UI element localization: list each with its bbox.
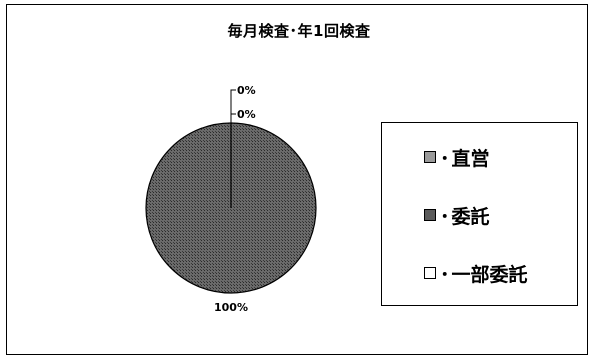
legend-item-partial: ･ 一部委託 (424, 261, 528, 286)
legend-separator: ･ (440, 263, 450, 286)
legend-swatch-outsourced (424, 209, 436, 221)
legend-separator: ･ (440, 205, 450, 228)
data-label-direct: 0% (237, 84, 256, 97)
legend-swatch-direct (424, 151, 436, 163)
legend-item-direct: ･ 直営 (424, 145, 490, 170)
legend-separator: ･ (440, 147, 450, 170)
legend: ･ 直営 ･ 委託 ･ 一部委託 (381, 122, 578, 306)
chart-title: 毎月検査･年1回検査 (227, 22, 371, 40)
leader-line-direct (230, 89, 236, 123)
legend-swatch-partial (424, 267, 436, 279)
legend-label-partial: 一部委託 (451, 263, 528, 286)
legend-label-outsourced: 委託 (451, 205, 490, 228)
legend-label-direct: 直営 (451, 147, 490, 170)
data-label-outsourced: 100% (214, 301, 248, 314)
leader-line-partial (230, 113, 236, 123)
data-label-partial: 0% (237, 108, 256, 121)
legend-item-outsourced: ･ 委託 (424, 203, 490, 228)
